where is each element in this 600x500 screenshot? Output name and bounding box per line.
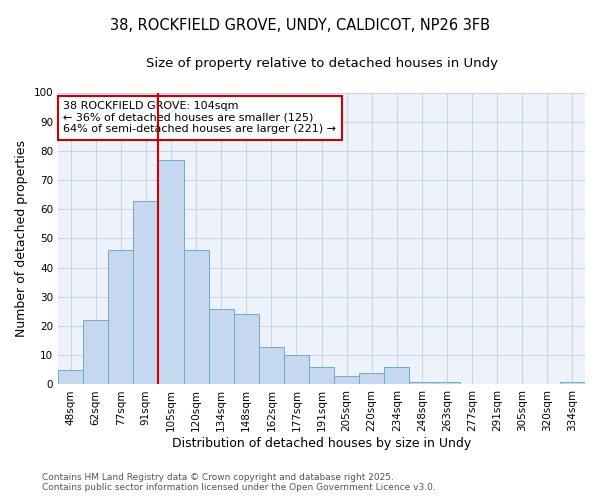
Bar — [133, 200, 158, 384]
Bar — [560, 382, 585, 384]
Bar — [259, 346, 284, 385]
Bar — [284, 356, 309, 384]
Bar — [83, 320, 108, 384]
Text: Contains HM Land Registry data © Crown copyright and database right 2025.
Contai: Contains HM Land Registry data © Crown c… — [42, 473, 436, 492]
Bar — [108, 250, 133, 384]
Title: Size of property relative to detached houses in Undy: Size of property relative to detached ho… — [146, 58, 497, 70]
Bar — [409, 382, 434, 384]
Bar — [334, 376, 359, 384]
Bar — [184, 250, 209, 384]
X-axis label: Distribution of detached houses by size in Undy: Distribution of detached houses by size … — [172, 437, 471, 450]
Bar — [309, 367, 334, 384]
Bar — [209, 308, 233, 384]
Text: 38 ROCKFIELD GROVE: 104sqm
← 36% of detached houses are smaller (125)
64% of sem: 38 ROCKFIELD GROVE: 104sqm ← 36% of deta… — [64, 102, 337, 134]
Bar — [434, 382, 460, 384]
Text: 38, ROCKFIELD GROVE, UNDY, CALDICOT, NP26 3FB: 38, ROCKFIELD GROVE, UNDY, CALDICOT, NP2… — [110, 18, 490, 32]
Bar — [384, 367, 409, 384]
Bar — [359, 373, 384, 384]
Y-axis label: Number of detached properties: Number of detached properties — [15, 140, 28, 337]
Bar — [158, 160, 184, 384]
Bar — [233, 314, 259, 384]
Bar — [58, 370, 83, 384]
